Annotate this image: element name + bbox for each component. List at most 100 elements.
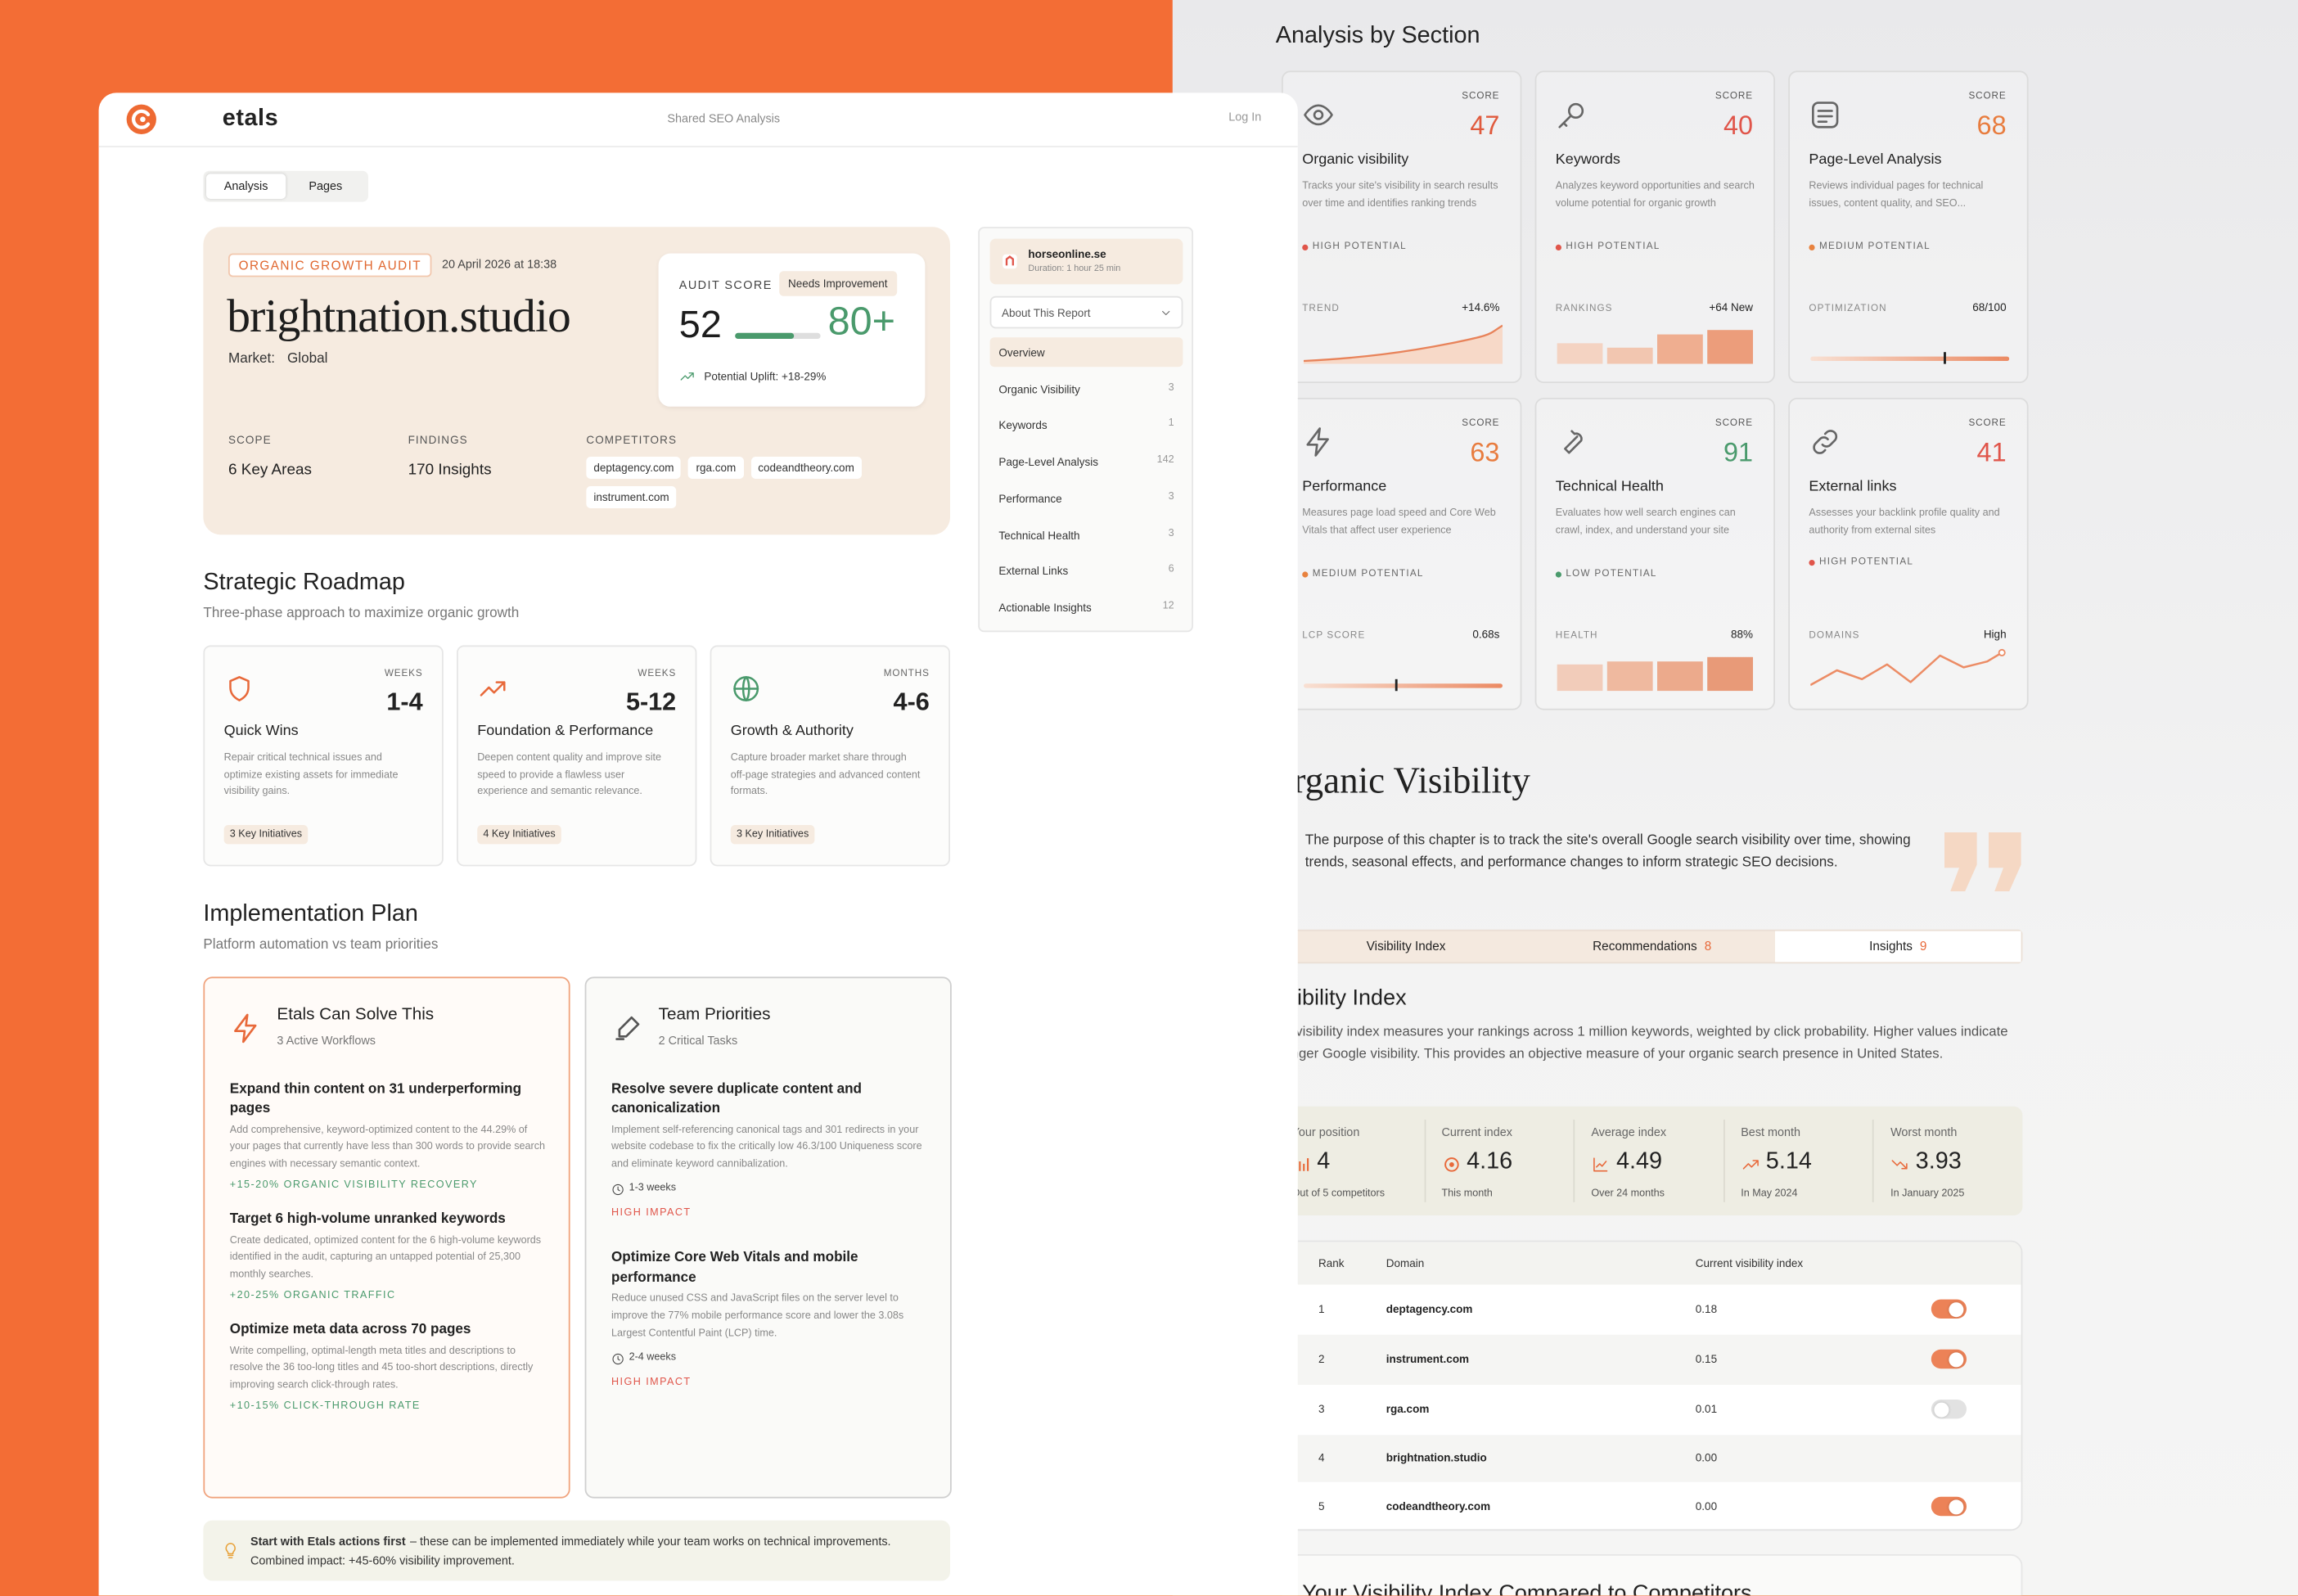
sidebar-item[interactable]: Performance 3 — [990, 483, 1183, 512]
sidebar-item[interactable]: Keywords 1 — [990, 410, 1183, 440]
sidebar-item[interactable]: Organic Visibility 3 — [990, 374, 1183, 404]
dropdown-label: About This Report — [1002, 306, 1091, 320]
shape — [1944, 832, 2021, 891]
mini-chart — [1810, 352, 2010, 364]
stat-label: SCOPE — [228, 433, 272, 447]
competitor-table: Rank Domain Current visibility index 1 depta… — [1282, 1240, 2023, 1531]
phase-range: 1-4 — [386, 688, 423, 716]
potential: HIGH POTENTIAL — [1809, 557, 1913, 567]
plan-column-title: Team Priorities — [658, 1006, 771, 1024]
phase-card: WEEKS 5-12 Foundation & Performance Deepen … — [457, 645, 697, 867]
shape — [480, 681, 506, 697]
plan-column-subtitle: 2 Critical Tasks — [658, 1034, 738, 1048]
plan-item-title: Resolve severe duplicate content and can… — [611, 1081, 863, 1117]
table-row: 4 brightnation.studio 0.00 — [1282, 1435, 2021, 1482]
shape — [1306, 427, 1329, 457]
plan-item-impact: +15-20% ORGANIC VISIBILITY RECOVERY — [229, 1180, 478, 1191]
stat-cell: Current index 4.16 This month — [1423, 1120, 1574, 1202]
report-dropdown[interactable]: About This Report — [989, 295, 1183, 329]
chapter-tabs: Visibility Index Recommendations 8 Insights… — [1282, 929, 2023, 964]
sidebar-item[interactable]: Overview — [989, 337, 1183, 367]
row-index: 0.01 — [1695, 1402, 1718, 1416]
shape — [1742, 1160, 1759, 1170]
plan-item-title: Optimize meta data across 70 pages — [229, 1322, 471, 1338]
phase-title: Foundation & Performance — [477, 723, 654, 740]
circle — [1449, 1161, 1454, 1167]
stat-icon — [1742, 1160, 1759, 1170]
stat-cell: Best month 5.14 In May 2024 — [1723, 1120, 1873, 1202]
metric-label: HEALTH — [1555, 630, 1598, 641]
site-box: horseonline.se Duration: 1 hour 25 min — [989, 238, 1183, 285]
compare-title: Your Visibility Index Compared to Compet… — [1302, 1580, 1752, 1596]
phase-card: WEEKS 1-4 Quick Wins Repair critical techni… — [203, 645, 444, 867]
stat-sub: Out of 5 competitors — [1291, 1188, 1386, 1200]
time-text: 1-3 weeks — [629, 1183, 677, 1194]
rect — [1557, 343, 1603, 364]
section-icon — [1304, 104, 1333, 126]
stat-sub: This month — [1441, 1188, 1493, 1200]
potential-dot — [1809, 243, 1815, 250]
shape — [1304, 324, 1503, 363]
circle — [1567, 102, 1584, 119]
view-tab[interactable]: Analysis — [206, 174, 286, 199]
stat-label: FINDINGS — [408, 433, 468, 447]
table-row: 5 codeandtheory.com 0.00 — [1283, 1482, 2021, 1530]
plan-item: Target 6 high-volume unranked keywords Cr… — [230, 1210, 545, 1301]
section-title: External links — [1809, 479, 1897, 495]
shape — [1593, 1157, 1608, 1172]
chapter-tab[interactable]: Recommendations 8 — [1529, 931, 1775, 963]
potential-text: MEDIUM POTENTIAL — [1312, 568, 1424, 579]
stat-value: 4.16 — [1467, 1149, 1513, 1174]
potential: MEDIUM POTENTIAL — [1302, 569, 1423, 579]
row-toggle[interactable] — [1931, 1400, 1967, 1419]
sidebar-item[interactable]: Actionable Insights 12 — [990, 592, 1183, 621]
phase-text: Deepen content quality and improve site … — [477, 752, 662, 797]
metric-value: +64 New — [1709, 300, 1753, 314]
plan-item-time: 1-3 weeks — [611, 1183, 926, 1196]
row-toggle[interactable] — [1931, 1496, 1967, 1517]
view-tab[interactable]: Pages — [309, 179, 343, 193]
audit-domain: brightnation.studio — [227, 288, 571, 342]
stat-value: 3.93 — [1915, 1149, 1962, 1174]
table-row: 2 instrument.com 0.15 — [1282, 1334, 2021, 1385]
shape — [1817, 110, 1833, 123]
row-toggle[interactable] — [1931, 1299, 1967, 1319]
metric-label: OPTIMIZATION — [1809, 303, 1887, 314]
circle — [140, 116, 146, 123]
plan-item-text: Write compelling, optimal-length meta ti… — [229, 1346, 534, 1391]
row-toggle[interactable] — [1931, 1349, 1967, 1369]
stat-cell: Your position 4 Out of 5 competitors — [1276, 1120, 1424, 1202]
table-row: 3 rga.com 0.01 — [1283, 1385, 2021, 1435]
sidebar-item[interactable]: External Links 6 — [990, 556, 1183, 585]
mini-chart — [1810, 648, 2006, 687]
circle — [1313, 110, 1324, 120]
metric-label: TREND — [1302, 303, 1340, 314]
row-index: 0.00 — [1695, 1499, 1718, 1513]
shape — [1892, 1160, 1908, 1170]
score-label: SCORE — [1968, 418, 2007, 429]
row-domain: brightnation.studio — [1386, 1451, 1487, 1465]
competitor-list: deptagency.com rga.com codeandtheory.com in… — [586, 457, 939, 508]
potential-dot — [1555, 243, 1561, 250]
potential: HIGH POTENTIAL — [1555, 241, 1660, 252]
sidebar-item[interactable]: Page-Level Analysis 142 — [990, 447, 1183, 476]
section-text: Analyzes keyword opportunities and searc… — [1555, 181, 1755, 209]
clock-icon — [612, 1353, 624, 1364]
stat-cell: Average index 4.49 Over 24 months — [1573, 1120, 1724, 1202]
plan-item-impact: HIGH IMPACT — [611, 1208, 692, 1220]
chapter-tab[interactable]: Visibility Index — [1283, 931, 1530, 963]
plan-column: Etals Can Solve This 3 Active Workflows Ex… — [203, 976, 570, 1499]
plan-items: Resolve severe duplicate content and can… — [611, 1080, 926, 1416]
sidebar-item[interactable]: Technical Health 3 — [990, 520, 1183, 549]
phase-unit: WEEKS — [638, 669, 677, 679]
time-text: 2-4 weeks — [629, 1351, 677, 1363]
login-link[interactable]: Log In — [1228, 110, 1262, 124]
row-rank: 5 — [1318, 1499, 1325, 1513]
shape — [131, 109, 151, 129]
tip-banner: Start with Etals actions first – these ca… — [203, 1520, 950, 1581]
stat-sub: In May 2024 — [1741, 1188, 1798, 1200]
section-card: SCORE 40 Keywords Analyzes keyword opportun… — [1534, 70, 1775, 383]
sidebar-item-count: 6 — [1168, 564, 1174, 575]
chapter-tab[interactable]: Insights 9 — [1775, 931, 2021, 963]
row-index: 0.15 — [1695, 1352, 1718, 1366]
